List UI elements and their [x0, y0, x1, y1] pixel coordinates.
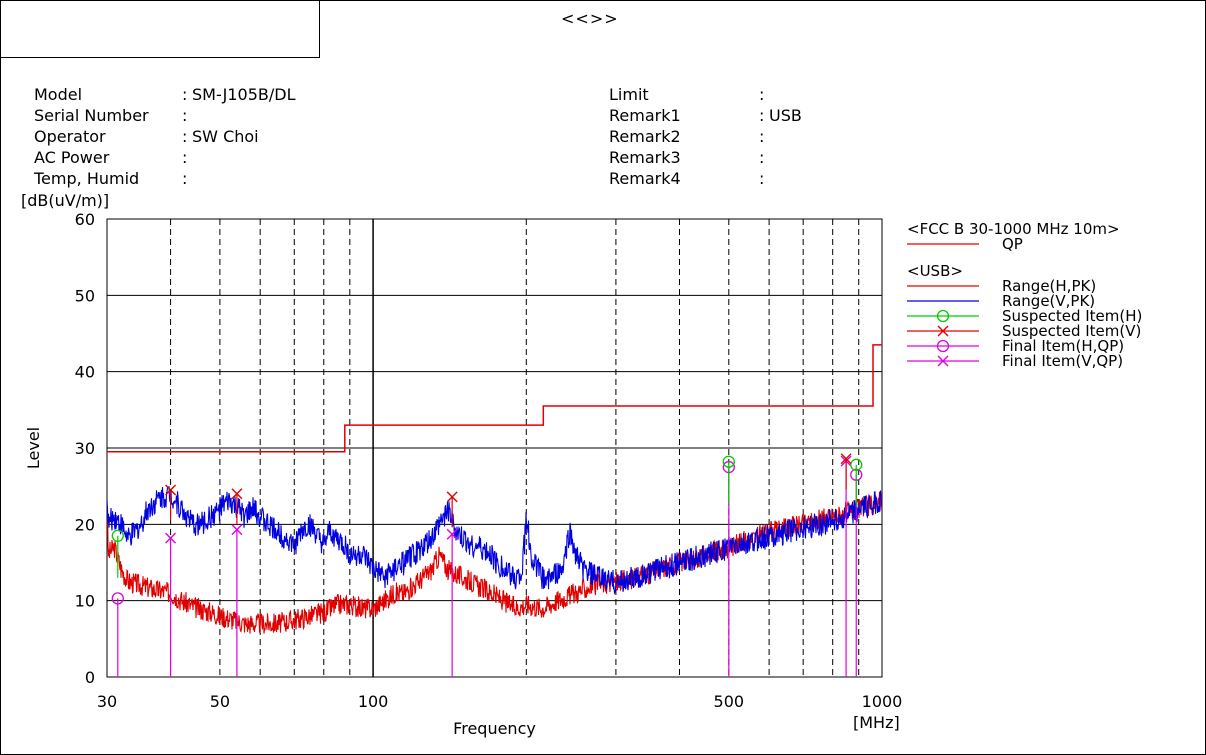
info-colon: : — [182, 106, 188, 125]
info-row: Remark4: — [609, 168, 802, 189]
title-box — [1, 1, 320, 58]
info-colon: : — [759, 127, 765, 146]
info-value: SW Choi — [192, 127, 259, 146]
info-label: Temp, Humid — [34, 169, 140, 188]
info-value: USB — [769, 106, 802, 125]
legend-marker-cross — [937, 355, 949, 367]
suspected-item-v-marker — [840, 453, 852, 465]
x-tick-label: 50 — [210, 692, 230, 711]
x-tick-label: 1000 — [862, 692, 903, 711]
x-unit-label: [MHz] — [853, 713, 900, 732]
suspected-item-h-marker — [850, 458, 863, 471]
info-colon: : — [182, 85, 188, 104]
info-colon: : — [182, 169, 188, 188]
final-item-v-marker — [165, 532, 177, 544]
final-item-v-marker — [446, 528, 458, 540]
x-tick-label: 100 — [358, 692, 389, 711]
info-label: Remark4 — [609, 169, 681, 188]
legend-label: Suspected Item(V) — [1002, 322, 1141, 340]
info-row: Remark2: — [609, 126, 802, 147]
info-panel-left: Model: SM-J105B/DL Serial Number: Operator:… — [34, 84, 295, 189]
legend-group-title: <FCC B 30-1000 MHz 10m> — [907, 220, 1120, 238]
info-row: Serial Number: — [34, 105, 295, 126]
info-colon: : — [759, 169, 765, 188]
y-unit-label: [dB(uV/m)] — [21, 191, 109, 210]
info-value: SM-J105B/DL — [192, 85, 296, 104]
legend-group-title: <USB> — [907, 262, 963, 280]
info-row: Operator: SW Choi — [34, 126, 295, 147]
x-axis-label: Frequency — [453, 719, 536, 738]
y-tick-label: 60 — [75, 210, 95, 229]
y-tick-label: 20 — [75, 515, 95, 534]
info-label: Operator — [34, 127, 106, 146]
info-row: Remark3: — [609, 147, 802, 168]
series-line-rangehpk — [107, 491, 882, 634]
info-label: Remark3 — [609, 148, 681, 167]
limit-line-qp — [107, 344, 882, 453]
info-label: Remark2 — [609, 127, 681, 146]
info-row: AC Power: — [34, 147, 295, 168]
suspected-item-h-marker — [722, 455, 735, 468]
page-title: <<>> — [561, 9, 619, 28]
legend-marker-cross — [937, 325, 949, 337]
x-tick-label: 500 — [714, 692, 745, 711]
y-tick-label: 30 — [75, 439, 95, 458]
info-colon: : — [182, 148, 188, 167]
y-tick-label: 0 — [85, 668, 95, 687]
legend-label: Final Item(V,QP) — [1002, 352, 1123, 370]
legend-label: Final Item(H,QP) — [1002, 337, 1124, 355]
info-row: Temp, Humid: — [34, 168, 295, 189]
y-tick-label: 50 — [75, 286, 95, 305]
legend-label: Suspected Item(H) — [1002, 307, 1142, 325]
info-row: Limit: — [609, 84, 802, 105]
x-tick-label: 30 — [97, 692, 117, 711]
y-axis-label: Level — [24, 427, 43, 469]
y-tick-label: 40 — [75, 363, 95, 382]
info-label: AC Power — [34, 148, 110, 167]
info-colon: : — [182, 127, 188, 146]
suspected-item-h-marker — [111, 529, 124, 542]
final-item-h-marker — [111, 592, 124, 605]
info-label: Remark1 — [609, 106, 681, 125]
series-line-rangevpk — [107, 486, 882, 596]
info-row: Remark1: USB — [609, 105, 802, 126]
legend-marker-circle — [936, 339, 950, 353]
y-tick-label: 10 — [75, 592, 95, 611]
info-row: Model: SM-J105B/DL — [34, 84, 295, 105]
info-label: Model — [34, 85, 83, 104]
info-colon: : — [759, 148, 765, 167]
info-colon: : — [759, 106, 765, 125]
info-label: Serial Number — [34, 106, 149, 125]
info-label: Limit — [609, 85, 649, 104]
suspected-item-v-marker — [165, 484, 177, 496]
legend-label: QP — [1002, 235, 1023, 253]
final-item-v-marker — [231, 524, 243, 536]
suspected-item-v-marker — [446, 491, 458, 503]
info-colon: : — [759, 85, 765, 104]
info-panel-right: Limit: Remark1: USB Remark2: Remark3: Remark4… — [609, 84, 802, 189]
legend-label: Range(H,PK) — [1002, 277, 1096, 295]
legend-label: Range(V,PK) — [1002, 292, 1095, 310]
suspected-item-v-marker — [231, 488, 243, 500]
legend-marker-circle — [936, 309, 950, 323]
